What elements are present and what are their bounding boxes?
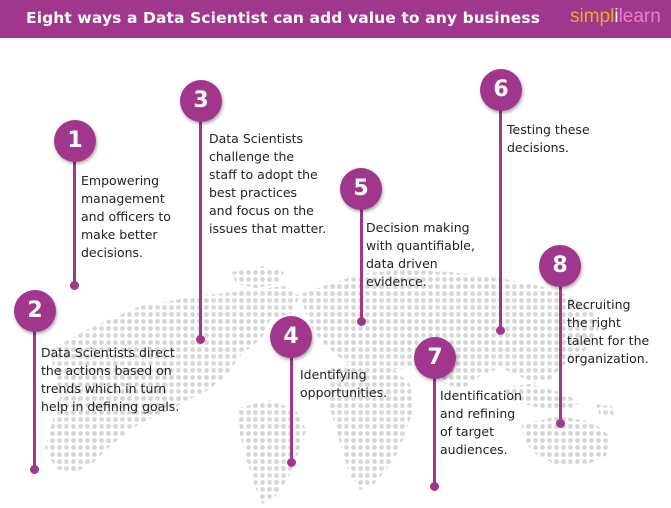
pin-5-head: 5 [340,168,382,210]
pin-5-number: 5 [353,176,369,201]
pin-4-stem [290,355,293,461]
pin-3-head: 3 [180,80,222,122]
pin-5-stem [360,208,363,322]
pin-3-text: Data Scientists challenge the staff to a… [209,130,326,238]
logo-text-part1: simpl [570,6,615,27]
world-map-dotted [45,266,614,504]
pin-7-line: audiences. [440,442,508,457]
pin-7-stem [433,376,436,486]
pin-1-line: Empowering [81,173,160,188]
pin-8-line: organization. [567,351,649,366]
pin-2-text: Data Scientists direct the actions based… [41,344,179,416]
page-title: Eight ways a Data Scientist can add valu… [26,9,541,27]
pin-6-dot [496,326,505,335]
pin-3-line: best practices [209,185,298,200]
pin-4-dot [287,458,296,467]
pin-6-text: Testing these decisions. [507,121,590,157]
pin-8-stem [559,284,562,424]
logo-text-part2: learn [618,6,661,27]
pin-6-line: decisions. [507,140,570,155]
pin-2-line: help in defining goals. [41,399,180,414]
pin-1-number: 1 [67,128,83,153]
pin-1-dot [70,281,79,290]
pin-3-stem [199,120,202,338]
pin-3-line: issues that matter. [209,221,327,236]
pin-3-number: 3 [193,88,209,113]
pin-8-dot [556,419,565,428]
pin-4-line: opportunities. [300,385,388,400]
pin-7-line: Identification [440,388,522,403]
pin-1-head: 1 [54,120,96,162]
pin-5-text: Decision making with quantifiable, data … [366,219,475,291]
simplilearn-logo: simplilearn [570,6,661,28]
pin-3-line: staff to adopt the [209,167,318,182]
pin-6-stem [499,108,502,330]
pin-4-head: 4 [270,316,312,358]
pin-3-dot [196,335,205,344]
pin-6-number: 6 [493,77,509,102]
pin-2-head: 2 [14,290,56,332]
pin-8-line: the right [567,315,621,330]
pin-7-head: 7 [414,337,456,379]
pin-5-line: with quantifiable, [366,238,475,253]
pin-7-dot [430,482,439,491]
logo-text-separator: i [614,6,619,27]
pin-7-number: 7 [427,345,443,370]
pin-6-line: Testing these [507,122,590,137]
pin-1-line: and officers to [81,209,171,224]
pin-4-number: 4 [283,324,299,349]
pin-1-line: decisions. [81,245,144,260]
pin-3-line: Data Scientists [209,131,304,146]
pin-8-head: 8 [539,245,581,287]
pin-8-line: talent for the [567,333,650,348]
pin-5-line: data driven [366,256,438,271]
pin-2-dot [30,465,39,474]
pin-5-dot [357,317,366,326]
pin-3-line: challenge the [209,149,295,164]
pin-8-text: Recruiting the right talent for the orga… [567,296,649,368]
pin-6-head: 6 [480,69,522,111]
pin-1-line: management [81,191,165,206]
pin-1-stem [73,160,76,284]
pin-7-text: Identification and refining of target au… [440,387,522,459]
header-bar: Eight ways a Data Scientist can add valu… [0,0,671,38]
pin-3-line: and focus on the [209,203,314,218]
pin-2-line: trends which in turn [41,381,167,396]
pin-4-text: Identifying opportunities. [300,366,387,402]
pin-4-line: Identifying [300,367,367,382]
pin-8-number: 8 [552,253,568,278]
pin-2-line: the actions based on [41,363,172,378]
pin-1-line: make better [81,227,158,242]
pin-5-line: evidence. [366,274,427,289]
pin-7-line: of target [440,424,495,439]
pin-8-line: Recruiting [567,297,631,312]
pin-1-text: Empowering management and officers to ma… [81,172,171,262]
pin-2-number: 2 [27,298,43,323]
pin-7-line: and refining [440,406,516,421]
pin-2-stem [33,330,36,468]
pin-5-line: Decision making [366,220,470,235]
pin-2-line: Data Scientists direct [41,345,175,360]
